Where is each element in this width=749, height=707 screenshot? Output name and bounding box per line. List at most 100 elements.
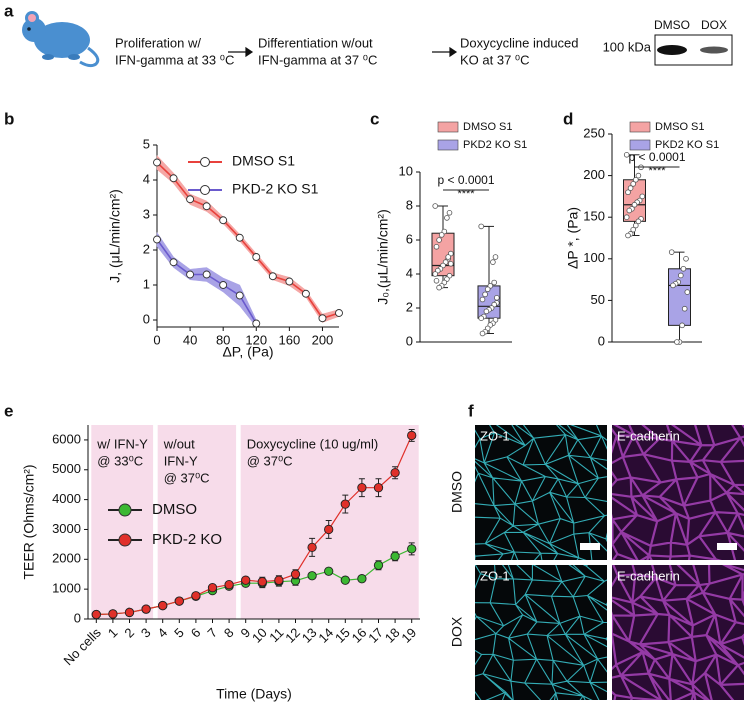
- legend-marker: [200, 185, 210, 195]
- legend-swatch: [437, 121, 459, 133]
- data-point: [630, 181, 636, 187]
- marker: [252, 253, 261, 261]
- data-point: [493, 294, 500, 301]
- mouse-icon: [22, 11, 100, 68]
- data-point: [444, 215, 450, 221]
- marker: [318, 314, 327, 323]
- marker: [91, 609, 101, 620]
- data-point: [484, 286, 491, 293]
- legend-marker: [200, 157, 210, 167]
- legend-label: PKD-2 KO: [152, 531, 222, 548]
- marker: [219, 281, 228, 289]
- marker: [224, 580, 234, 590]
- region-label: @ 33⁰C: [97, 453, 143, 468]
- data-point: [625, 189, 631, 196]
- y-axis-label: J, (μL/min/cm²): [107, 189, 123, 283]
- data-point: [684, 289, 691, 295]
- panel-letter: c: [370, 109, 379, 128]
- legend-marker: [118, 503, 132, 517]
- x-tick-label: 4: [155, 625, 171, 641]
- phase-region: [91, 425, 154, 619]
- data-point: [436, 284, 442, 291]
- data-point: [438, 232, 445, 238]
- data-point: [482, 291, 488, 298]
- y-tick-label: 50: [591, 292, 605, 307]
- marker: [186, 270, 195, 279]
- marker: [174, 596, 184, 606]
- x-tick-label: 7: [204, 625, 220, 641]
- y-tick-label: 5000: [52, 461, 81, 476]
- y-tick-label: 0: [598, 333, 605, 348]
- panel-letter: a: [4, 1, 14, 20]
- y-tick-label: 5: [143, 136, 150, 151]
- data-point: [433, 244, 440, 250]
- y-tick-label: 150: [583, 209, 605, 224]
- y-tick-label: 8: [406, 197, 413, 212]
- marker: [219, 216, 228, 225]
- western-blot: [654, 34, 733, 66]
- marker: [324, 566, 334, 576]
- marker: [335, 309, 343, 317]
- marker: [340, 499, 350, 509]
- row-label: DMSO: [449, 471, 465, 513]
- x-axis-label: Time (Days): [216, 686, 292, 702]
- blot-lane: DOX: [701, 18, 727, 32]
- x-tick-label: No cells: [61, 625, 105, 669]
- data-point: [479, 296, 486, 303]
- x-tick-label: 160: [279, 332, 301, 347]
- marker: [307, 542, 317, 553]
- legend-marker: [118, 533, 132, 547]
- x-tick-label: 3: [138, 625, 154, 641]
- data-point: [632, 222, 639, 229]
- step-text: Differentiation w/out: [258, 35, 373, 50]
- significance: ****: [648, 165, 666, 177]
- y-tick-label: 3: [143, 206, 150, 221]
- blot-lane: DMSO: [654, 18, 690, 32]
- panel-letter: d: [563, 109, 573, 128]
- x-tick-label: 200: [312, 332, 334, 347]
- marker: [257, 577, 267, 587]
- cell-borders: [475, 425, 607, 560]
- data-point: [445, 254, 452, 260]
- marker: [241, 575, 251, 585]
- data-point: [626, 207, 633, 214]
- data-point: [677, 272, 684, 279]
- marker: [390, 468, 400, 478]
- data-point: [683, 255, 689, 262]
- image-label: ZO-1: [480, 568, 510, 583]
- marker: [407, 430, 417, 441]
- row-label: DOX: [449, 616, 465, 647]
- legend-swatch: [629, 121, 651, 133]
- data-point: [478, 315, 485, 322]
- cell-network: [475, 565, 607, 700]
- marker: [235, 291, 244, 300]
- x-tick-label: 40: [183, 332, 197, 347]
- panel-letter: b: [4, 109, 14, 128]
- marker: [202, 270, 211, 279]
- p-value: p < 0.0001: [437, 173, 494, 187]
- data-point: [446, 210, 453, 216]
- marker: [169, 258, 178, 267]
- x-tick-label: 6: [188, 625, 204, 641]
- y-tick-label: 100: [583, 250, 605, 265]
- cell-borders: [612, 425, 744, 560]
- step-text: IFN-gamma at 37 ⁰C: [258, 52, 377, 67]
- data-point: [478, 223, 485, 230]
- marker: [390, 551, 400, 561]
- marker: [153, 158, 161, 167]
- region-label: w/ IFN-Y: [96, 436, 148, 451]
- data-point: [623, 152, 630, 158]
- legend-swatch: [629, 139, 651, 151]
- data-point: [632, 176, 639, 183]
- legend-label: PKD-2 KO S1: [232, 181, 319, 197]
- marker: [274, 575, 284, 585]
- x-tick-label: 8: [221, 625, 237, 641]
- marker: [324, 524, 334, 535]
- phase-region: [240, 425, 419, 619]
- y-tick-label: 2: [406, 299, 413, 314]
- data-point: [639, 193, 646, 200]
- x-tick-label: 2: [121, 625, 137, 641]
- data-point: [627, 185, 634, 191]
- marker: [357, 483, 367, 493]
- data-point: [630, 226, 636, 233]
